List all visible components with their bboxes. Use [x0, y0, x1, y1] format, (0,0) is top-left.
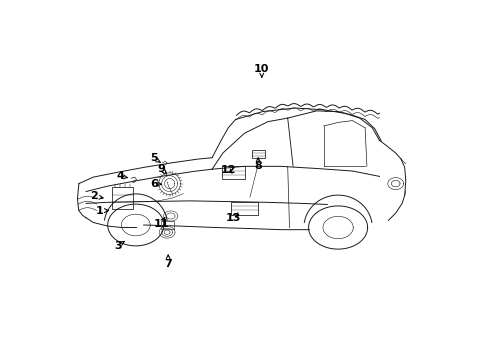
- Text: 8: 8: [254, 161, 262, 171]
- Text: 7: 7: [164, 258, 172, 269]
- Text: 1: 1: [96, 206, 103, 216]
- Text: 6: 6: [149, 179, 158, 189]
- Text: 4: 4: [116, 171, 124, 181]
- Text: 5: 5: [150, 153, 157, 163]
- Text: 9: 9: [158, 164, 165, 174]
- Text: 13: 13: [225, 213, 240, 223]
- Text: 10: 10: [254, 64, 269, 74]
- Text: 12: 12: [220, 165, 236, 175]
- Text: 3: 3: [114, 240, 122, 251]
- Text: 2: 2: [90, 191, 98, 201]
- Text: 11: 11: [153, 219, 168, 229]
